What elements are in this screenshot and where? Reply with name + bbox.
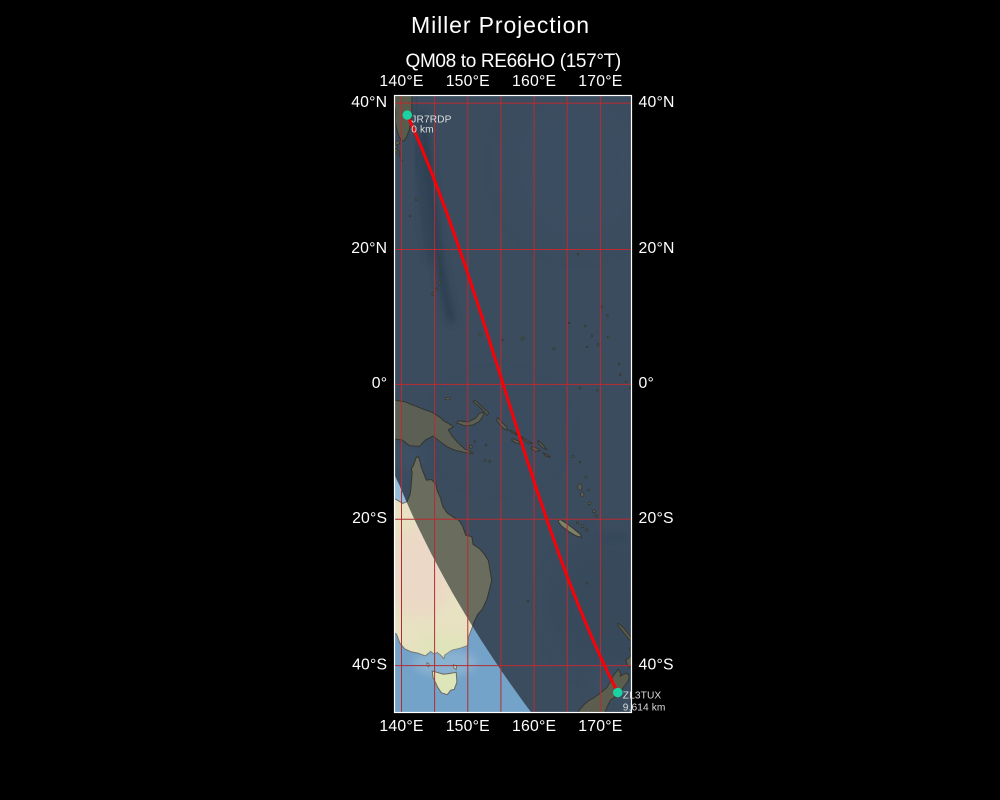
svg-text:20°N: 20°N: [351, 240, 387, 257]
svg-text:0°: 0°: [639, 375, 655, 392]
svg-text:140°E: 140°E: [379, 73, 423, 90]
svg-text:40°N: 40°N: [639, 94, 675, 111]
svg-text:40°S: 40°S: [352, 656, 387, 673]
svg-text:170°E: 170°E: [578, 73, 622, 90]
svg-text:170°E: 170°E: [578, 718, 622, 735]
svg-text:9,614 km: 9,614 km: [623, 702, 666, 713]
svg-text:40°N: 40°N: [351, 94, 387, 111]
svg-text:160°E: 160°E: [512, 718, 556, 735]
svg-text:20°S: 20°S: [639, 510, 674, 527]
svg-text:Miller Projection: Miller Projection: [411, 12, 590, 38]
svg-text:0°: 0°: [372, 375, 388, 392]
svg-text:20°S: 20°S: [352, 510, 387, 527]
svg-text:40°S: 40°S: [639, 656, 674, 673]
svg-text:QM08 to RE66HO (157°T): QM08 to RE66HO (157°T): [406, 51, 621, 72]
svg-text:160°E: 160°E: [512, 73, 556, 90]
svg-text:20°N: 20°N: [639, 240, 675, 257]
svg-text:JR7RDP: JR7RDP: [411, 114, 451, 125]
svg-text:150°E: 150°E: [446, 718, 490, 735]
svg-text:ZL3TUX: ZL3TUX: [623, 691, 662, 702]
svg-text:0 km: 0 km: [411, 125, 433, 136]
svg-text:140°E: 140°E: [379, 718, 423, 735]
svg-text:150°E: 150°E: [446, 73, 490, 90]
